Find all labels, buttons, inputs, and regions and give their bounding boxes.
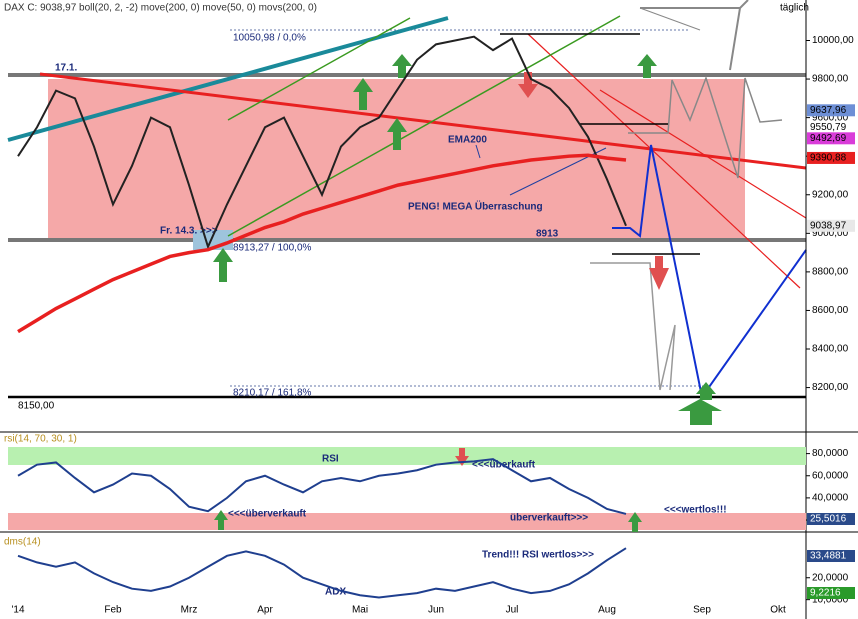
y-tick-label: 40,0000 [812,493,849,504]
trend-line [527,33,801,289]
x-tick-label: '14 [11,605,24,616]
x-tick-label: Apr [257,605,273,616]
annotation: EMA200 [448,135,487,146]
value-label: 9,2216 [810,588,841,599]
overbought-band [8,447,806,465]
x-tick-label: Aug [598,605,616,616]
annotation: 10050,98 / 0,0% [233,33,306,44]
value-label: 25,5016 [810,514,847,525]
y-tick-label: 10,0000 [812,594,849,605]
legend-label: RSI [322,454,339,465]
pointer [475,144,481,159]
y-tick-label: 9800,00 [812,74,849,85]
value-label-box [807,550,855,562]
projection [590,262,676,391]
y-tick-label: 20,0000 [812,572,849,583]
projection [639,7,701,31]
arrow [214,510,228,530]
trend-line [39,72,807,170]
chart-title: DAX C: 9038,97 boll(20, 2, -2) move(200,… [4,3,317,14]
oversold-band [8,513,806,530]
x-tick-label: Jun [428,605,444,616]
annotation: PENG! MEGA Überraschung [408,200,543,213]
price-label-box [807,151,855,164]
annotation: <<<wertlos!!! [664,505,727,516]
price-label-box [807,104,855,117]
annotation: 8210,17 / 161,8% [233,388,312,399]
arrow [628,512,642,532]
y-tick-label: 60,0000 [812,470,849,481]
y-tick-label: 8800,00 [812,267,849,278]
annotation: 8913,27 / 100,0% [233,243,312,254]
arrow [455,448,469,466]
trend-line [227,17,411,121]
annotation: überverkauft>>> [510,513,588,524]
series-line [17,35,627,250]
y-tick-label: 9200,00 [812,189,849,200]
trend-line [599,89,807,219]
price-label: 9550,79 [810,122,847,133]
series-line [17,458,627,515]
zone [48,79,745,240]
value-label-box [807,513,855,525]
projection [612,144,807,400]
legend-label: ADX [325,587,346,598]
series-line [17,547,627,599]
annotation: Fr. 14.3. >>> [160,226,218,237]
series-line [17,153,627,334]
annotation: 8913 [536,229,559,240]
y-tick-label: 80,0000 [812,448,849,459]
annotation: Trend!!! RSI wertlos>>> [482,550,594,561]
price-label: 9637,96 [810,105,847,116]
y-tick-label: 8400,00 [812,344,849,355]
projection [640,0,749,71]
value-label-box [807,587,855,599]
projection [628,75,783,179]
annotation: 8150,00 [18,401,55,412]
x-tick-label: Mrz [181,605,198,616]
x-tick-label: Jul [506,605,519,616]
panel-title: dms(14) [4,537,41,548]
value-label: 33,4881 [810,551,847,562]
y-tick-label: 9600,00 [812,112,849,123]
annotation: <<<überverkauft [228,509,307,520]
price-label: 9492,69 [810,133,847,144]
x-tick-label: Mai [352,605,368,616]
x-tick-label: Feb [104,605,122,616]
arrows [213,54,722,425]
y-tick-label: 8200,00 [812,382,849,393]
x-tick-label: Sep [693,605,711,616]
price-label-box [807,132,855,145]
x-tick-label: Okt [770,605,786,616]
y-tick-label: 10000,00 [812,35,854,46]
price-label-box [807,121,855,134]
price-label: 9038,97 [810,220,847,231]
annotation: 17.1. [55,63,77,74]
subtitle: täglich [780,3,809,14]
y-tick-label: 9000,00 [812,228,849,239]
price-label: 9390,88 [810,153,847,164]
panel-title: rsi(14, 70, 30, 1) [4,434,77,445]
price-label-box [807,219,855,232]
trend-line [227,15,621,237]
y-tick-label: 8600,00 [812,305,849,316]
